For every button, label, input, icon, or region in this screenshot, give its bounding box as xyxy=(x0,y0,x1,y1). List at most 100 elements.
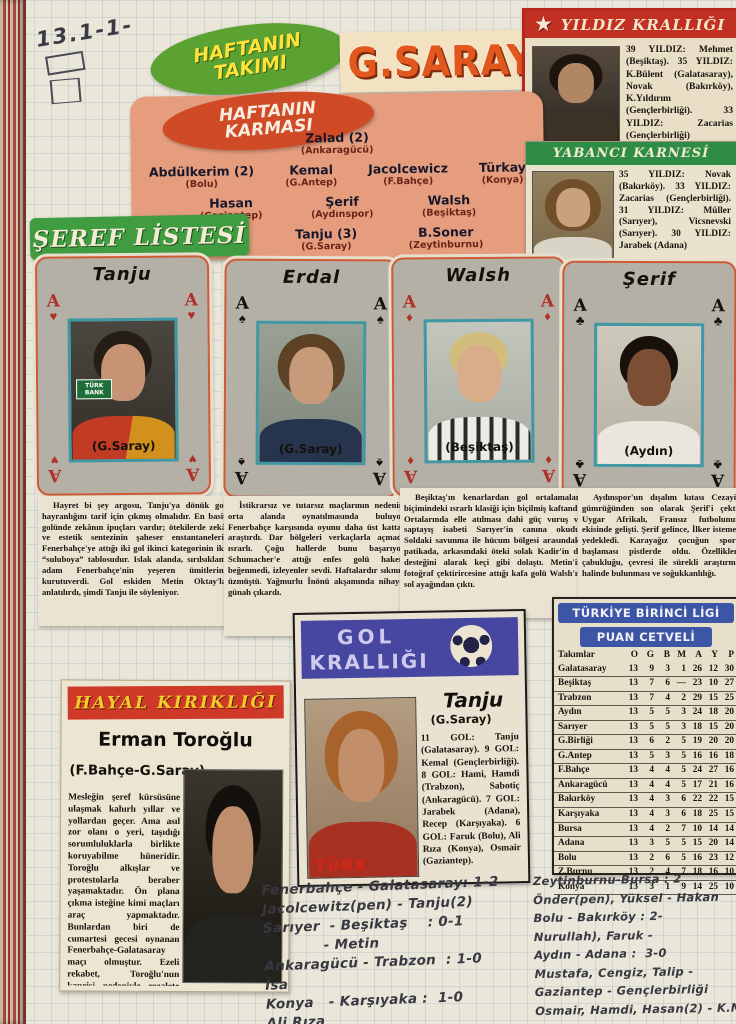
yildiz-banner: ★ YILDIZ KRALLIĞI xyxy=(525,11,736,38)
lineup-player: Abdülkerim (2) (Bolu) xyxy=(149,163,255,190)
table-cell: 23 xyxy=(708,852,718,863)
table-cell: 15 xyxy=(708,721,718,732)
suit-icon: ♥ xyxy=(187,307,196,323)
table-cell: 4 xyxy=(665,779,670,790)
hayal-body-text: Mesleğin şeref kürsüsüne ulaşmak kahırlı… xyxy=(67,792,181,986)
table-cell: 7 xyxy=(649,678,654,689)
card-pip: A ♥ xyxy=(44,292,62,324)
card-player-club: (G.Saray) xyxy=(91,438,156,454)
table-cell: 13 xyxy=(628,750,638,761)
handwritten-line: Önder(pen), Yüksel - Hakan xyxy=(533,889,720,907)
team-name-cell: G.Birliği xyxy=(558,736,593,747)
haftanin-takimi-label: HAFTANIN TAKIMI xyxy=(191,28,303,85)
table-cell: 27 xyxy=(724,678,734,689)
table-cell: 5 xyxy=(681,852,686,863)
table-cell: 13 xyxy=(628,721,638,732)
suit-icon: ♣ xyxy=(575,312,585,328)
lineup-row: Zalad (2) (Ankaragücü) xyxy=(136,127,537,159)
table-cell: 5 xyxy=(681,765,686,776)
team-name-cell: Bakırköy xyxy=(558,794,596,805)
article-walsh: Beşiktaş'ın kenarlardan gol ortalamaları… xyxy=(400,488,586,618)
team-name-cell: Konya xyxy=(558,881,585,892)
table-cell: 20 xyxy=(708,838,718,849)
table-cell: 20 xyxy=(708,736,718,747)
table-cell: 13 xyxy=(628,707,638,718)
soccer-ball-icon xyxy=(449,624,493,668)
portrait-detail xyxy=(627,349,671,407)
table-cell: 2 xyxy=(649,852,654,863)
table-cell: 25 xyxy=(724,692,734,703)
suit-icon: ♣ xyxy=(713,313,723,329)
table-cell: 13 xyxy=(628,692,638,703)
card-player-name: Walsh xyxy=(445,264,512,287)
table-cell: 14 xyxy=(724,838,734,849)
table-cell: 12 xyxy=(724,852,734,863)
table-row: Sarıyer 13 5 5 3 18 15 20 xyxy=(554,721,736,736)
team-name-cell: Galatasaray xyxy=(558,663,607,674)
suit-icon: ♦ xyxy=(545,452,552,468)
table-cell: 24 xyxy=(692,707,702,718)
article-tanju: Hayret bi şey argosu, Tanju'ya dönük gol… xyxy=(38,496,230,626)
league-table-title: TÜRKİYE BİRİNCİ LİGİ xyxy=(558,603,734,623)
gol-player-club: (G.Saray) xyxy=(430,711,492,727)
table-cell: 4 xyxy=(665,765,670,776)
card-player-name: Tanju xyxy=(92,263,152,286)
card-player-club: (Beşiktaş) xyxy=(445,439,514,455)
lineup-player-club: (Ankaragücü) xyxy=(300,144,374,157)
lineup-player: B.Soner (Zeytinburnu) xyxy=(408,224,484,251)
hayal-kirikligi-clipping: HAYAL KIRIKLIĞI Erman Toroğlu (F.Bahçe-G… xyxy=(59,679,291,993)
team-name-cell: Adana xyxy=(558,838,585,849)
card-player-name: Erdal xyxy=(282,266,341,289)
card-player-club: (G.Saray) xyxy=(278,441,343,457)
jersey-text: TÜRK xyxy=(314,855,369,875)
table-cell: 15 xyxy=(724,809,734,820)
handwritten-line: Osmair, Hamdi, Hasan(2) - K.Met xyxy=(535,999,736,1018)
table-cell: 1 xyxy=(665,881,670,892)
lineup-player-name: B.Soner xyxy=(417,224,474,240)
table-cell: 30 xyxy=(724,663,734,674)
table-cell: 16 xyxy=(692,852,702,863)
portrait-detail xyxy=(212,806,254,894)
table-cell: 2 xyxy=(665,736,670,747)
table-cell: 18 xyxy=(692,867,702,878)
table-cell: 5 xyxy=(649,721,654,732)
gol-player-name: Tanju xyxy=(442,687,504,713)
table-cell: 7 xyxy=(681,867,686,878)
gol-title-line1: GOL xyxy=(336,624,396,650)
team-name-cell: Z.Burnu xyxy=(558,867,593,878)
lineup-row: Abdülkerim (2) (Bolu) Kemal (G.Antep) Jacolc… xyxy=(137,159,538,191)
table-cell: 25 xyxy=(708,881,718,892)
standings-body: Takımlar O G B M A Y P Galatasaray 13 9 3 1 26 12 30 Beş… xyxy=(554,649,736,896)
table-header-cell: M xyxy=(677,650,686,660)
table-row: Bursa 13 4 2 7 10 14 14 xyxy=(554,823,736,838)
lineup-player-name: Kemal xyxy=(289,162,334,178)
table-cell: 4 xyxy=(665,867,670,878)
card-pip: A ♠ xyxy=(232,455,250,487)
suit-icon: ♥ xyxy=(50,452,59,468)
team-name-cell: Karşıyaka xyxy=(558,809,600,820)
table-cell: 21 xyxy=(708,779,718,790)
lineup-player-club: (Aydınspor) xyxy=(310,208,374,221)
yabanci-title: YABANCI KARNESİ xyxy=(552,146,710,161)
table-row: G.Birliği 13 6 2 5 19 20 20 xyxy=(554,735,736,750)
ad-board-text: TÜRK BANK xyxy=(76,379,113,400)
table-cell: 16 xyxy=(692,750,702,761)
table-cell: 15 xyxy=(724,794,734,805)
table-cell: 13 xyxy=(628,852,638,863)
table-cell: 4 xyxy=(649,794,654,805)
table-row: Z.Burnu 13 2 4 7 18 16 10 xyxy=(554,866,736,881)
team-name-cell: Bursa xyxy=(558,823,582,834)
suit-icon: ♦ xyxy=(406,309,413,325)
table-header-cell: G xyxy=(646,650,654,660)
lineup-player-name: Şerif xyxy=(325,193,359,210)
team-name-cell: Sarıyer xyxy=(558,721,588,732)
player-card-serif: Şerif A ♣ A ♣ A ♣ A ♣ (Aydın) xyxy=(561,260,736,501)
table-cell: 16 xyxy=(724,779,734,790)
table-cell: 16 xyxy=(708,750,718,761)
lineup-player: Şerif (Aydınspor) xyxy=(311,194,374,221)
table-cell: 18 xyxy=(708,707,718,718)
yildiz-body-text: 39 YILDIZ: Mehmet (Beşiktaş). 35 YILDIZ:… xyxy=(626,44,733,141)
table-cell: 3 xyxy=(649,838,654,849)
yildiz-kralligi-clipping: ★ YILDIZ KRALLIĞI 39 YILDIZ: Mehmet (Beş… xyxy=(522,8,736,151)
article-text: Beşiktaş'ın kenarlardan gol ortalamaları… xyxy=(404,492,582,589)
